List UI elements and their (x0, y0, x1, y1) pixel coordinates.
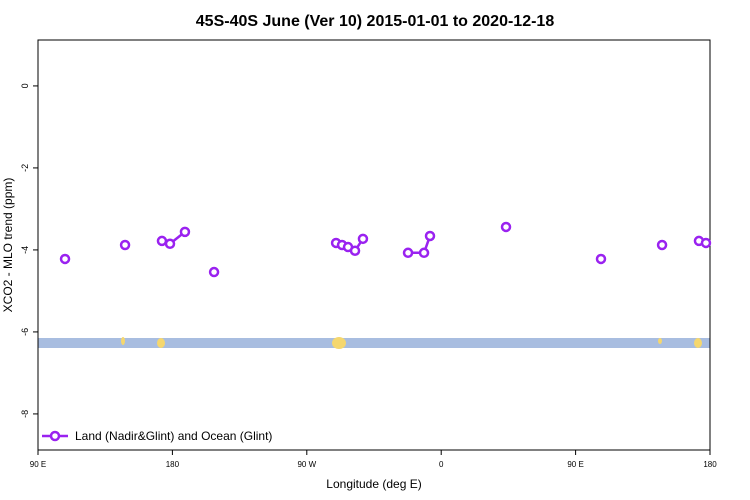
x-tick-label: 180 (166, 460, 180, 469)
land-patch (658, 338, 662, 344)
data-point (700, 237, 712, 249)
land-patch (694, 338, 702, 348)
data-point (179, 226, 191, 238)
legend-marker (49, 430, 61, 442)
data-point (349, 245, 361, 256)
ocean-strip (38, 338, 710, 348)
legend-label: Land (Nadir&Glint) and Ocean (Glint) (75, 429, 272, 443)
y-tick-label: 0 (20, 83, 30, 88)
data-point (656, 239, 668, 251)
data-point (595, 253, 607, 265)
chart-title: 45S-40S June (Ver 10) 2015-01-01 to 2020… (196, 13, 555, 30)
data-point (500, 221, 512, 233)
data-point (119, 239, 131, 251)
land-patch (121, 337, 125, 345)
data-point (59, 253, 71, 265)
data-point (156, 235, 168, 247)
y-tick-label: -2 (20, 164, 30, 172)
data-point (164, 238, 176, 250)
data-point (424, 230, 436, 242)
x-tick-label: 90 E (30, 460, 46, 469)
data-point (402, 247, 414, 259)
land-ocean-strip (38, 337, 710, 349)
x-tick-label: 180 (703, 460, 717, 469)
land-patch (157, 338, 165, 348)
x-tick-label: 90 W (297, 460, 316, 469)
x-tick-label: 90 E (567, 460, 583, 469)
x-tick-label: 0 (439, 460, 444, 469)
land-patch (332, 337, 346, 349)
data-point (208, 266, 220, 278)
data-point (357, 233, 369, 245)
y-tick-label: -8 (20, 410, 30, 418)
y-tick-label: -6 (20, 328, 30, 336)
y-tick-label: -4 (20, 246, 30, 254)
x-axis-label: Longitude (deg E) (326, 477, 421, 491)
y-axis-label: XCO2 - MLO trend (ppm) (1, 178, 15, 313)
data-point (418, 247, 430, 259)
